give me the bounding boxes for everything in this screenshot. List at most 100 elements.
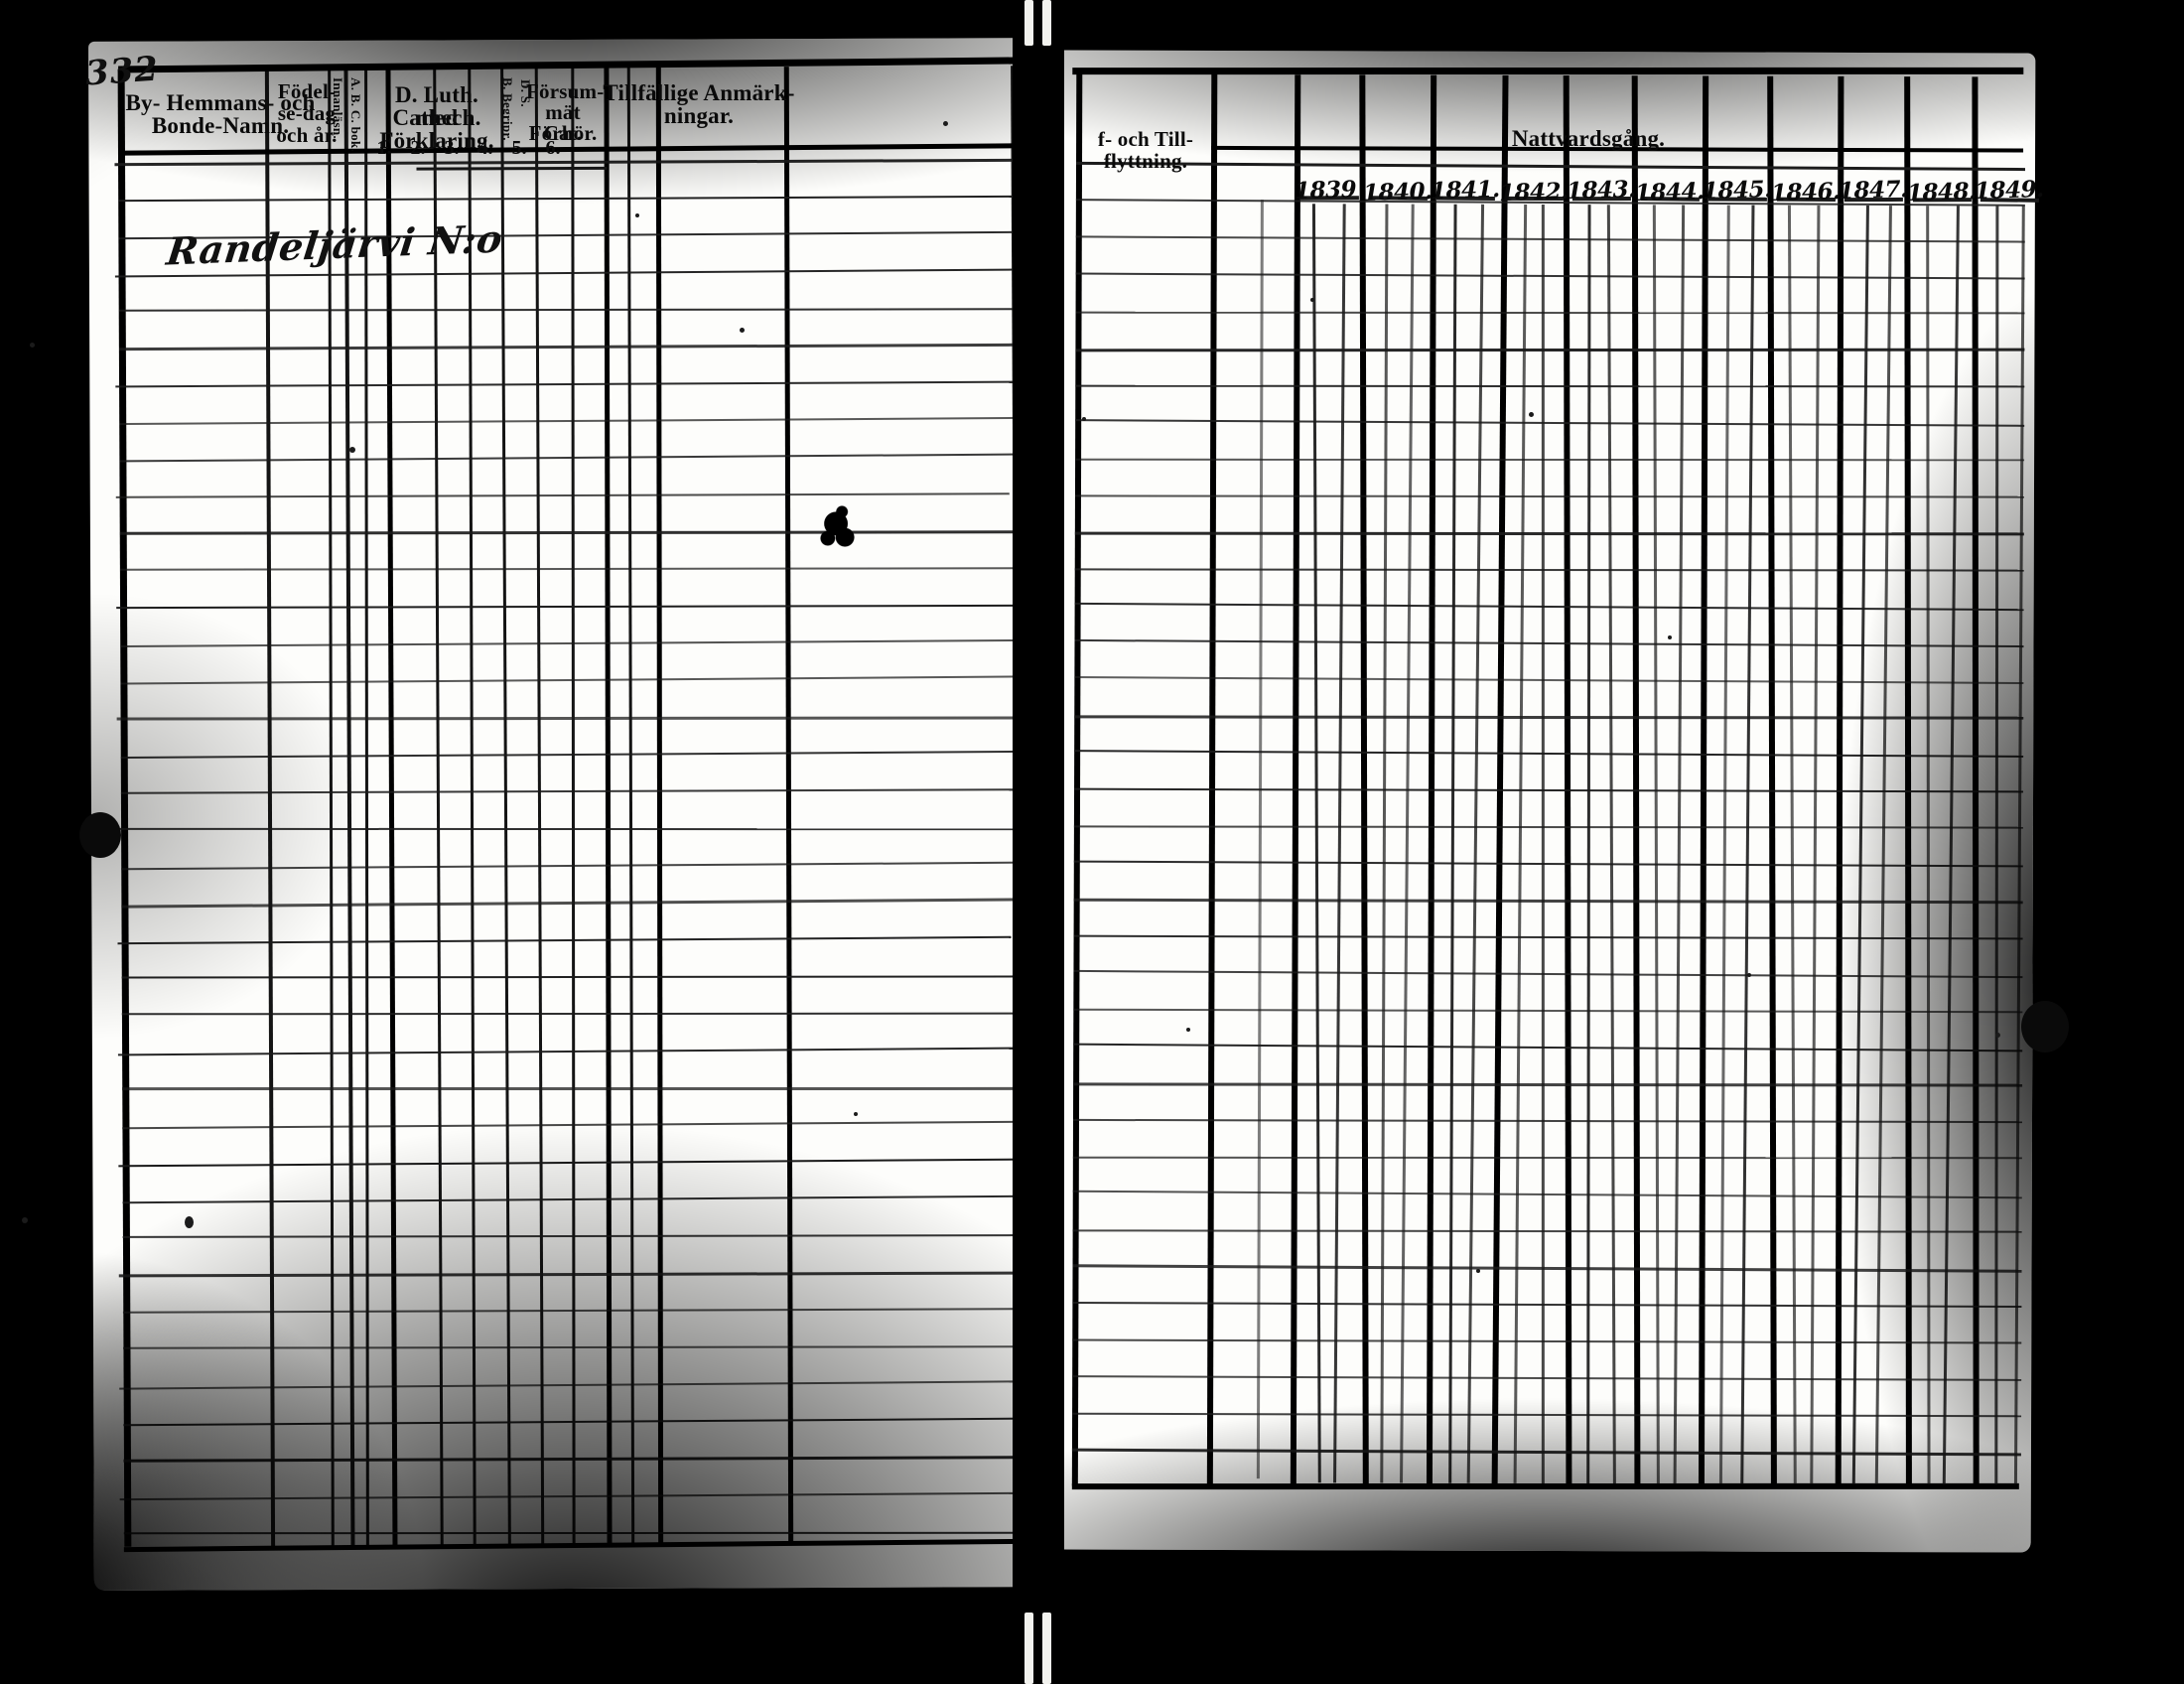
table-row-rule <box>120 567 1020 571</box>
communion-year-divider <box>1904 76 1912 1488</box>
scan-dust-speck <box>1476 1269 1480 1273</box>
table-row-rule <box>1075 385 2024 388</box>
rule-fodelse-right <box>343 69 354 1546</box>
communion-year-label: 1847. <box>1839 176 1908 205</box>
col-header-flyttning-line1: f- och Till- <box>1070 129 1221 150</box>
communion-year-divider <box>1972 76 1979 1488</box>
scan-dust-speck <box>349 447 355 453</box>
table-row-rule <box>120 530 1020 534</box>
catechism-subcolumn-header: 3. <box>437 137 467 160</box>
table-row-rule <box>120 639 1014 647</box>
communion-year-label: 1843. <box>1567 176 1636 205</box>
communion-year-divider <box>1699 75 1708 1487</box>
col-header-innanlasn: Innanläsn. <box>330 77 345 139</box>
col-header-fodelse-line2: se-dag <box>276 103 338 124</box>
table-row-rule <box>119 196 1013 202</box>
table-row-rule <box>117 936 1011 944</box>
scan-dust-speck <box>854 1112 858 1116</box>
catechism-subcolumn-header: 6. <box>538 137 568 160</box>
scan-dust-speck <box>1186 1028 1190 1032</box>
table-row-rule <box>117 716 1017 720</box>
rule-forsummat-right <box>784 67 793 1544</box>
communion-subcolumn-rule <box>1874 206 1891 1484</box>
communion-subcolumn-rule <box>1381 204 1389 1482</box>
table-row-rule <box>1074 825 2023 828</box>
scanned-page-spread: By- Hemmans- och Bonde-Namn. Födel-se-dag o… <box>0 0 2184 1684</box>
table-row-rule <box>1074 676 2023 684</box>
page-number: 332 <box>84 49 161 93</box>
table-row-rule <box>1073 1082 2022 1086</box>
table-row-rule <box>116 605 1016 609</box>
scan-dust-speck <box>943 121 948 126</box>
communion-year-divider <box>1767 76 1777 1488</box>
gutter-highlight-top <box>1024 0 1033 46</box>
rule-innanlasn-right <box>364 69 369 1546</box>
communion-year-label: 1844. <box>1634 178 1704 207</box>
table-row-rule <box>1074 750 2023 758</box>
table-row-rule <box>118 1048 1018 1056</box>
rule-cat-1 <box>433 69 444 1546</box>
scan-dust-speck <box>740 328 745 333</box>
communion-subcolumn-rule <box>1448 205 1456 1483</box>
communion-year-label: 1848. <box>1906 178 1976 207</box>
communion-year-divider <box>1359 74 1368 1486</box>
table-row-rule <box>1072 1449 2021 1457</box>
table-row-rule <box>119 1272 1019 1278</box>
communion-subcolumn-rule <box>1788 206 1797 1484</box>
table-row-rule <box>121 788 1015 793</box>
table-row-rule <box>1076 273 2025 280</box>
gutter-highlight-bottom <box>1024 1613 1033 1684</box>
left-page-outer-rule <box>118 70 132 1547</box>
catechism-subcolumn-header: 1. <box>369 137 399 160</box>
scan-dust-speck <box>1995 1033 2000 1038</box>
table-row-rule <box>118 1159 1018 1168</box>
table-row-rule <box>1075 568 2024 571</box>
communion-year-divider <box>1491 75 1508 1487</box>
table-row-rule <box>123 1234 1017 1238</box>
communion-subcolumn-rule <box>1607 205 1616 1483</box>
communion-subcolumn-rule <box>1312 204 1321 1482</box>
communion-subcolumn-rule <box>1586 205 1590 1483</box>
communion-year-label: 1845. <box>1703 176 1772 205</box>
table-row-rule <box>119 344 1013 351</box>
rule-flyttning-right <box>1207 72 1217 1486</box>
communion-subcolumn-rule <box>1740 206 1754 1484</box>
table-row-rule <box>1075 419 2024 427</box>
table-row-rule <box>1074 715 2023 719</box>
communion-year-label: 1840. <box>1362 178 1432 207</box>
communion-subcolumn-rule <box>1542 205 1545 1483</box>
scan-dust-speck <box>185 1216 194 1228</box>
table-row-rule <box>1074 788 2023 793</box>
table-row-rule <box>116 492 1010 498</box>
communion-year-label: 1846. <box>1770 178 1840 207</box>
scan-dust-speck <box>30 343 35 348</box>
table-row-rule <box>1075 349 2024 352</box>
communion-year-label: 1842. <box>1498 178 1568 207</box>
communion-subcolumn-rule <box>1674 205 1686 1483</box>
rule-ds-right <box>656 68 663 1545</box>
communion-year-label: 1839 <box>1295 176 1357 205</box>
communion-year-divider <box>1564 75 1572 1487</box>
rule-cat-4 <box>535 68 544 1545</box>
communion-year-divider <box>1427 75 1436 1487</box>
table-row-rule <box>1075 459 2024 462</box>
table-row-rule <box>120 1492 1020 1500</box>
table-row-rule <box>122 1013 1022 1016</box>
communion-subcolumn-rule <box>1943 206 1960 1484</box>
rule-cat-2 <box>468 68 476 1545</box>
communion-subcolumn-rule <box>1514 205 1528 1483</box>
communion-subcolumn-rule <box>1719 206 1730 1484</box>
scan-dust-speck <box>1310 298 1314 302</box>
table-row-rule <box>1075 639 2024 647</box>
table-row-rule <box>1075 494 2024 497</box>
catechism-subcolumn-header: 4. <box>471 137 500 160</box>
scan-dust-speck <box>1668 635 1672 639</box>
right-page-sheet <box>1058 50 2036 1552</box>
table-row-rule <box>119 1380 1013 1389</box>
left-page-top-rule-outer <box>118 58 1016 73</box>
communion-subcolumn-rule <box>2014 206 2025 1484</box>
scan-dust-speck <box>1529 412 1534 417</box>
communion-subcolumn-rule <box>1333 204 1346 1482</box>
book-binding-gutter <box>1013 0 1064 1684</box>
rule-namn-right <box>265 69 275 1546</box>
